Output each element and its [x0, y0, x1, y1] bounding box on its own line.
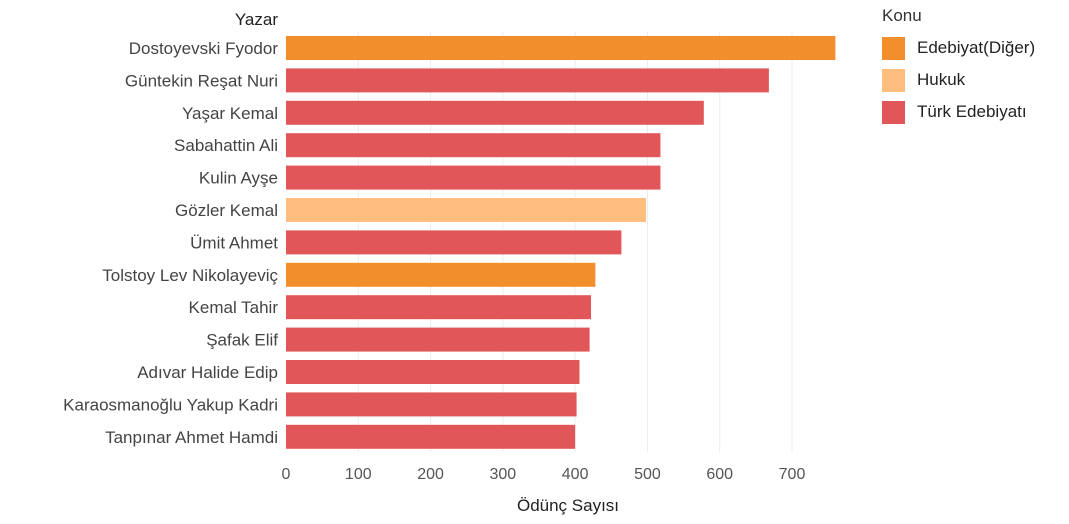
legend-swatch — [882, 100, 905, 124]
category-label: Kemal Tahir — [189, 298, 279, 317]
category-label: Yaşar Kemal — [182, 104, 278, 123]
bar — [286, 230, 622, 255]
legend-item: Hukuk — [882, 64, 1062, 96]
category-label: Kulin Ayşe — [199, 169, 278, 188]
x-axis-title: Ödünç Sayısı — [517, 496, 619, 515]
category-label: Tanpınar Ahmet Hamdi — [105, 428, 278, 447]
x-tick-label: 0 — [282, 466, 291, 483]
x-axis-ticks: 0 100 200 300 400 500 600 700 — [282, 466, 806, 483]
category-label: Şafak Elif — [206, 331, 278, 350]
x-tick-label: 500 — [634, 466, 661, 483]
x-tick-label: 200 — [417, 466, 444, 483]
bar-chart: Yazar Dostoyevski Fyodor Güntekin Reşat N… — [63, 10, 836, 515]
legend-label: Edebiyat(Diğer) — [917, 38, 1036, 57]
category-label: Dostoyevski Fyodor — [129, 39, 279, 58]
x-tick-label: 300 — [490, 466, 517, 483]
legend-swatch — [882, 68, 905, 92]
bar — [286, 133, 661, 158]
bar — [286, 424, 576, 449]
bar — [286, 295, 592, 320]
legend-swatch — [882, 36, 905, 60]
category-labels: Dostoyevski Fyodor Güntekin Reşat Nuri Yaş… — [63, 39, 278, 447]
category-label: Ümit Ahmet — [190, 233, 278, 252]
bar — [286, 392, 577, 417]
x-tick-label: 700 — [779, 466, 806, 483]
bar — [286, 165, 661, 190]
category-label: Sabahattin Ali — [174, 136, 278, 155]
legend-label: Türk Edebiyatı — [917, 102, 1027, 121]
x-tick-label: 600 — [706, 466, 733, 483]
bar — [286, 360, 580, 384]
category-label: Gözler Kemal — [175, 201, 278, 220]
y-axis-header: Yazar — [235, 10, 278, 29]
bar — [286, 36, 836, 60]
category-label: Adıvar Halide Edip — [137, 363, 278, 382]
x-tick-label: 400 — [562, 466, 589, 483]
category-label: Karaosmanoğlu Yakup Kadri — [63, 395, 278, 414]
bar — [286, 68, 769, 93]
category-label: Tolstoy Lev Nikolayeviç — [102, 266, 278, 285]
legend-item: Türk Edebiyatı — [882, 96, 1062, 128]
legend-title: Konu — [882, 6, 922, 25]
legend: Konu Edebiyat(Diğer) Hukuk Türk Edebiyatı — [882, 6, 1062, 128]
legend-item: Edebiyat(Diğer) — [882, 32, 1062, 64]
bar — [286, 100, 704, 125]
x-tick-label: 100 — [345, 466, 372, 483]
category-label: Güntekin Reşat Nuri — [125, 71, 278, 90]
bar — [286, 198, 646, 222]
bar — [286, 262, 596, 287]
bars — [286, 36, 836, 449]
legend-items: Edebiyat(Diğer) Hukuk Türk Edebiyatı — [882, 32, 1062, 128]
legend-label: Hukuk — [917, 70, 966, 89]
bar — [286, 327, 590, 352]
